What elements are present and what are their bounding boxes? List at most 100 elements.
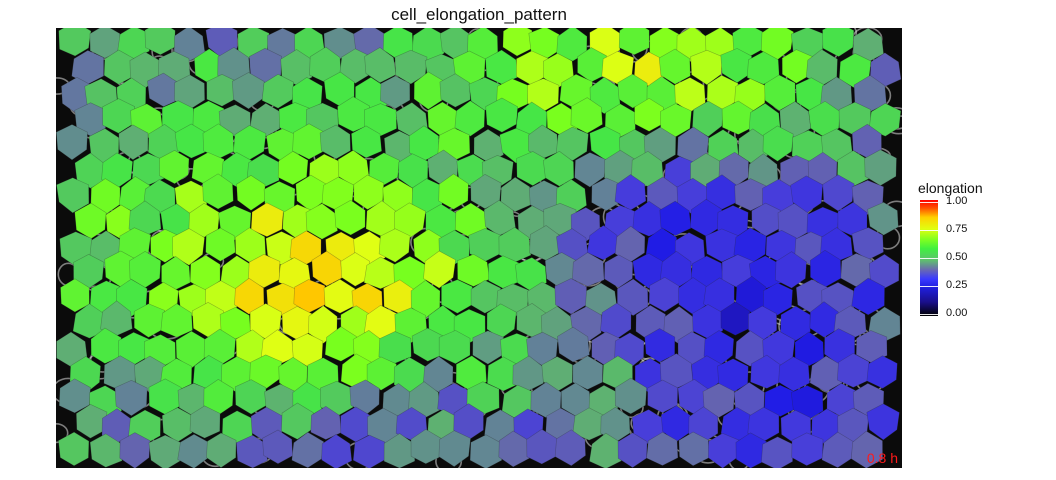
cell-polygon: [809, 301, 840, 338]
cell-polygon: [836, 352, 870, 388]
cell-polygon: [56, 124, 88, 161]
cell-polygon: [60, 278, 90, 313]
cell-polygon: [58, 378, 91, 414]
color-legend: elongation 0.00 0.25 0.50 0.75 1.00: [918, 180, 1028, 330]
cell-polygon: [368, 152, 400, 186]
cell-polygon: [159, 150, 190, 185]
chart-title: cell_elongation_pattern: [391, 5, 567, 24]
cell-polygon: [601, 51, 635, 85]
cell-polygon: [160, 303, 193, 338]
cell-polygon: [438, 173, 469, 210]
cell-polygon: [236, 175, 266, 211]
cell-polygon: [487, 255, 520, 289]
cell-polygon: [234, 379, 268, 415]
cell-polygon: [706, 174, 738, 210]
cell-polygon: [647, 379, 679, 414]
cell-polygon: [308, 305, 338, 344]
cell-polygon: [202, 173, 234, 210]
cell-polygon: [423, 250, 456, 289]
cell-polygon: [705, 228, 739, 263]
cell-polygon: [734, 178, 767, 212]
cell-polygon: [822, 28, 855, 57]
cell-polygon: [324, 326, 357, 362]
cell-polygon: [454, 100, 486, 137]
cell-polygon: [648, 276, 680, 313]
cell-polygon: [380, 75, 411, 109]
cell-polygon: [840, 253, 873, 288]
cell-polygon: [850, 430, 883, 468]
cell-polygon: [764, 74, 796, 111]
cell-polygon: [616, 278, 649, 316]
cell-polygon: [658, 48, 691, 85]
cell-polygon: [218, 205, 252, 241]
cell-polygon: [554, 429, 586, 467]
legend-title: elongation: [918, 180, 983, 196]
cell-polygon: [634, 97, 664, 132]
cell-polygon: [554, 278, 587, 315]
cell-polygon: [321, 434, 353, 468]
cell-polygon: [500, 176, 532, 212]
cell-polygon: [791, 432, 824, 466]
cell-polygon: [352, 434, 386, 468]
cell-polygon: [614, 377, 647, 415]
cell-polygon: [334, 199, 366, 236]
cell-polygon: [363, 103, 397, 137]
cell-polygon: [133, 303, 165, 338]
cell-polygon: [735, 432, 767, 468]
cell-polygon: [340, 252, 371, 287]
cell-polygon: [75, 404, 108, 439]
cell-polygon: [353, 174, 385, 210]
cell-polygon: [114, 379, 148, 417]
cell-polygon: [310, 405, 342, 440]
cell-polygon: [762, 282, 793, 316]
timestamp-label: 0.8 h: [866, 450, 898, 466]
cell-polygon: [394, 49, 428, 85]
cell-polygon: [319, 124, 351, 160]
cell-polygon: [603, 254, 634, 289]
cell-polygon: [231, 72, 265, 110]
legend-tick-mark: [920, 202, 938, 203]
cell-polygon: [644, 328, 676, 363]
cell-polygon: [794, 331, 825, 367]
cell-map-panel: 0.8 h: [56, 28, 902, 468]
cell-polygon: [659, 200, 692, 236]
cell-polygon: [118, 124, 149, 161]
cell-polygon: [323, 278, 356, 314]
cell-polygon: [646, 431, 679, 466]
legend-tick-label: 0.75: [946, 223, 968, 235]
cell-polygon: [775, 251, 807, 289]
cell-polygon: [206, 432, 237, 468]
cell-polygon: [720, 48, 752, 84]
cell-polygon: [102, 98, 136, 134]
cell-polygon: [441, 279, 474, 314]
cell-polygon: [90, 327, 122, 364]
cell-polygon: [866, 403, 900, 441]
cell-polygon: [470, 173, 502, 210]
cell-polygon: [103, 49, 135, 85]
cell-polygon: [457, 253, 490, 287]
cell-polygon: [422, 356, 454, 393]
cell-polygon: [762, 125, 794, 162]
cell-polygon: [678, 431, 710, 467]
cell-polygon: [205, 227, 236, 262]
cell-polygon: [570, 97, 603, 134]
cell-polygon: [119, 432, 151, 468]
cell-polygon: [822, 174, 855, 212]
cell-polygon: [557, 326, 590, 363]
cell-polygon: [542, 150, 575, 187]
cell-polygon: [618, 28, 650, 56]
cell-polygon: [702, 383, 735, 418]
cell-polygon: [821, 431, 854, 468]
legend-tick-mark: [920, 314, 938, 315]
cell-map: [56, 28, 902, 468]
membrane-ring: [56, 423, 69, 444]
cell-polygon: [291, 431, 325, 468]
cell-polygon: [262, 429, 294, 465]
cell-polygon: [750, 354, 783, 389]
cell-polygon: [364, 47, 397, 84]
legend-tick-label: 0.00: [946, 307, 968, 319]
cell-polygon: [867, 201, 899, 236]
cell-polygon: [617, 73, 649, 109]
cell-polygon: [851, 277, 885, 316]
cell-polygon: [58, 28, 92, 57]
